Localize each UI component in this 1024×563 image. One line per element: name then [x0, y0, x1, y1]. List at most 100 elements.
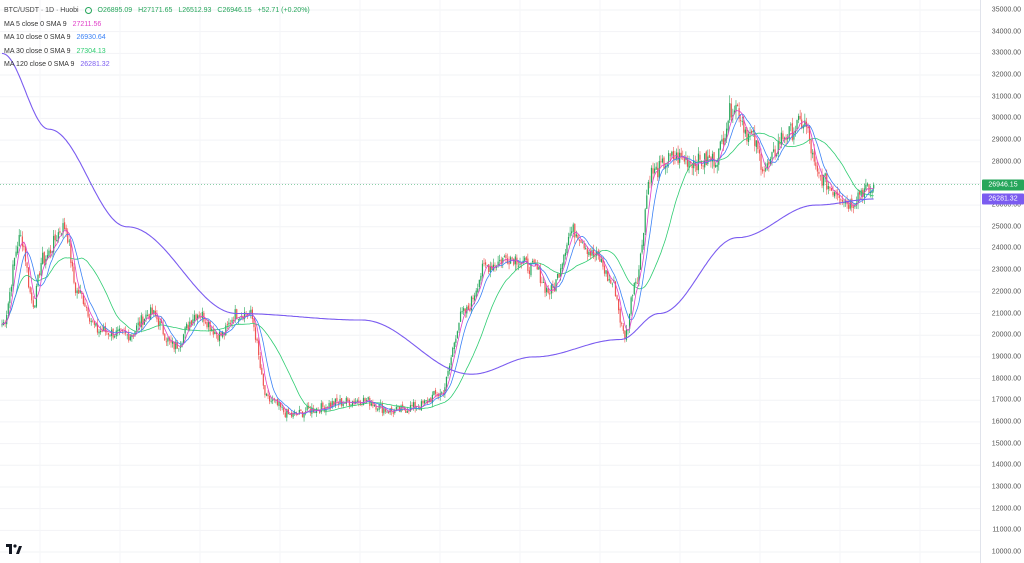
candle-body [370, 403, 372, 406]
candle-body [297, 414, 299, 416]
candle-body [276, 399, 279, 406]
candle-body [859, 190, 861, 195]
candle-body [826, 173, 828, 190]
candle-body [602, 257, 604, 267]
chart-area[interactable]: BTC/USDT · 1D · Huobi O26895.09 H27171.6… [0, 0, 980, 563]
candle-body [812, 152, 814, 155]
candle-body [12, 264, 14, 287]
candle-body [283, 407, 285, 413]
candle-body [527, 258, 529, 271]
candle-body [256, 338, 258, 341]
candle-body [868, 184, 870, 193]
candle-body [683, 157, 685, 162]
candle-body [254, 327, 257, 340]
candle-body [655, 166, 657, 170]
candle-body [331, 401, 333, 408]
candle-body [563, 254, 565, 265]
candle-body [258, 340, 260, 356]
candle-body [461, 311, 463, 313]
market-status-icon [84, 6, 92, 14]
ma10-value: 26930.64 [76, 34, 106, 41]
tradingview-logo-icon[interactable] [6, 544, 22, 556]
candle-body [553, 286, 556, 291]
candle-body [572, 224, 574, 232]
candle-body [654, 168, 656, 173]
candle-body [657, 167, 659, 178]
candle-body [422, 400, 424, 404]
ma30-label: MA 30 close 0 SMA 9 [4, 47, 71, 55]
price-tick-label: 16000.00 [991, 418, 1021, 426]
ma5-row[interactable]: MA 5 close 0 SMA 9 27211.56 [4, 18, 314, 32]
candle-body [226, 324, 228, 326]
candle-body [190, 320, 192, 325]
candle-body [351, 401, 354, 406]
candle-body [790, 124, 792, 126]
ma120-row[interactable]: MA 120 close 0 SMA 9 26281.32 [4, 58, 314, 72]
candle-body [89, 317, 91, 322]
candle-body [79, 290, 81, 293]
candle-body [448, 365, 451, 371]
price-axis[interactable]: 35000.00 34000.00 33000.00 32000.00 31000.00… [980, 0, 1024, 563]
candle-body [98, 331, 100, 334]
candle-body [503, 256, 505, 258]
price-tick-label: 25000.00 [991, 223, 1021, 231]
candle-body [516, 257, 518, 265]
ohlc-open: O26895.09 [97, 7, 133, 14]
candle-body [663, 157, 665, 169]
candle-body [74, 282, 77, 293]
ma30-row[interactable]: MA 30 close 0 SMA 9 27304.13 [4, 45, 314, 59]
ma10-row[interactable]: MA 10 close 0 SMA 9 26930.64 [4, 31, 314, 45]
symbol-label[interactable]: BTC/USDT · 1D · Huobi [4, 7, 79, 14]
candle-body [207, 321, 210, 328]
candle-body [156, 314, 158, 320]
candle-body [464, 308, 466, 314]
candle-body [607, 270, 609, 282]
candle-body [82, 295, 84, 304]
candle-body [101, 329, 103, 332]
candle-body [718, 148, 720, 165]
candle-body [799, 115, 801, 119]
candle-body [508, 262, 510, 265]
price-tick-label: 20000.00 [991, 331, 1021, 339]
candle-body [284, 412, 286, 418]
candle-body [666, 163, 668, 166]
candle-body [810, 139, 812, 154]
candlestick-chart[interactable] [0, 0, 980, 563]
price-tick-label: 34000.00 [991, 28, 1021, 36]
candle-body [780, 132, 782, 146]
candle-body [688, 161, 690, 169]
candle-body [10, 286, 12, 292]
candle-body [203, 312, 205, 322]
candle-body [730, 103, 732, 118]
candle-body [186, 323, 188, 329]
candle-body [829, 186, 831, 189]
candle-body [29, 286, 31, 293]
candle-body [153, 310, 155, 314]
candle-body [114, 336, 116, 338]
ma120-line [1, 52, 874, 375]
candle-body [649, 182, 651, 184]
price-tick-label: 28000.00 [991, 158, 1021, 166]
candle-body [182, 334, 185, 344]
candle-body [148, 314, 150, 319]
candle-body [201, 311, 203, 319]
candle-body [721, 139, 723, 142]
candle-body [848, 204, 850, 209]
candle-body [760, 154, 762, 170]
candle-body [685, 157, 687, 160]
candle-body [167, 338, 169, 342]
candle-body [412, 402, 415, 408]
candle-body [796, 120, 798, 130]
candle-body [506, 258, 509, 264]
candle-body [729, 103, 731, 121]
candle-body [693, 161, 695, 169]
ma5-value: 27211.56 [72, 20, 102, 28]
candle-body [170, 339, 172, 343]
candle-body [267, 394, 269, 397]
candle-body [85, 306, 88, 308]
candle-body [541, 281, 543, 283]
candle-body [353, 400, 355, 404]
candle-body [250, 309, 252, 314]
candle-body [585, 248, 587, 250]
price-tick-label: 18000.00 [991, 375, 1021, 383]
